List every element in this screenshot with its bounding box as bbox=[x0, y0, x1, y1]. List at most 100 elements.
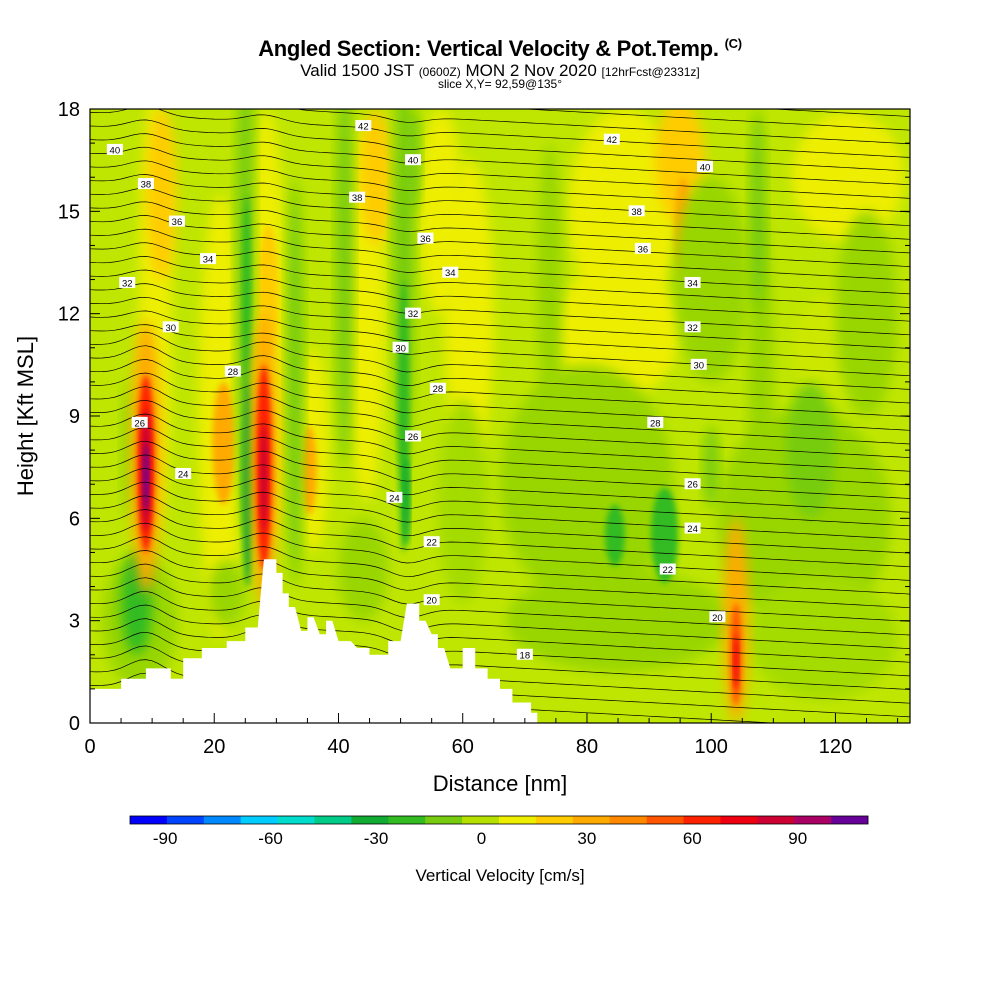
theta-contour-line bbox=[90, 536, 910, 595]
theta-label: 36 bbox=[634, 242, 651, 255]
theta-label-text: 34 bbox=[445, 268, 456, 279]
y-tick-label: 6 bbox=[69, 508, 80, 530]
theta-label-bg bbox=[162, 321, 179, 333]
theta-label-text: 32 bbox=[122, 278, 133, 289]
y-tick-label: 18 bbox=[58, 99, 80, 121]
theta-label-bg bbox=[131, 416, 148, 428]
theta-contour-line bbox=[90, 296, 910, 349]
colorbar-swatch bbox=[831, 816, 869, 824]
colorbar-swatch bbox=[314, 816, 352, 824]
theta-label-text: 28 bbox=[433, 384, 444, 395]
theta-label-text: 22 bbox=[426, 538, 437, 549]
theta-label-text: 30 bbox=[693, 360, 704, 371]
theta-label: 36 bbox=[417, 232, 434, 245]
theta-label-bg bbox=[709, 611, 726, 623]
subtitle-valid: Valid 1500 JST bbox=[300, 61, 414, 80]
velocity-region bbox=[121, 381, 134, 519]
theta-contour-line bbox=[90, 345, 910, 404]
y-tick-label: 9 bbox=[69, 406, 80, 428]
theta-label-text: 22 bbox=[662, 565, 673, 576]
theta-label-bg bbox=[405, 307, 422, 319]
theta-label-text: 40 bbox=[408, 156, 419, 167]
velocity-region bbox=[338, 518, 389, 621]
theta-contour-line bbox=[90, 52, 910, 103]
y-tick-label: 15 bbox=[58, 201, 80, 223]
terrain-mask bbox=[90, 559, 538, 723]
theta-label: 38 bbox=[137, 178, 154, 191]
velocity-region bbox=[555, 262, 681, 399]
theta-contour-line bbox=[90, 283, 910, 336]
theta-label: 20 bbox=[423, 594, 440, 607]
theta-label: 34 bbox=[200, 253, 217, 266]
theta-label-text: 28 bbox=[228, 367, 239, 378]
theta-label-text: 18 bbox=[520, 650, 531, 661]
theta-label: 20 bbox=[709, 611, 726, 624]
theta-label-text: 42 bbox=[607, 135, 618, 146]
theta-label: 26 bbox=[131, 416, 148, 429]
theta-label: 42 bbox=[603, 133, 620, 146]
colorbar-swatch bbox=[757, 816, 795, 824]
theta-contour-line bbox=[90, 242, 910, 295]
theta-label-bg bbox=[429, 382, 446, 394]
colorbar-swatch bbox=[794, 816, 832, 824]
x-tick-label: 100 bbox=[695, 736, 728, 758]
theta-label-bg bbox=[106, 143, 123, 155]
theta-contour-line bbox=[90, 119, 910, 172]
theta-label-bg bbox=[405, 430, 422, 442]
theta-label-text: 20 bbox=[426, 596, 437, 607]
theta-contour-line bbox=[90, 109, 910, 158]
theta-label-text: 24 bbox=[178, 469, 189, 480]
theta-label: 24 bbox=[684, 522, 701, 535]
theta-label: 30 bbox=[690, 358, 707, 371]
colorbar-tick-label: 60 bbox=[683, 829, 702, 848]
theta-contour-line bbox=[90, 160, 910, 213]
theta-label-text: 34 bbox=[203, 255, 214, 266]
theta-label: 32 bbox=[684, 321, 701, 334]
theta-contour-line bbox=[90, 590, 910, 649]
theta-contour-line bbox=[90, 0, 910, 48]
theta-label-text: 28 bbox=[650, 418, 661, 429]
x-tick-label: 40 bbox=[327, 736, 349, 758]
theta-label-bg bbox=[684, 522, 701, 534]
colorbar-swatch bbox=[572, 816, 610, 824]
slice-label: slice X,Y= 92,59@135° bbox=[437, 77, 563, 91]
theta-label: 24 bbox=[175, 467, 192, 480]
theta-label: 42 bbox=[355, 120, 372, 133]
theta-label-text: 24 bbox=[389, 493, 400, 504]
theta-label-bg bbox=[684, 478, 701, 490]
theta-contour-line bbox=[90, 0, 910, 35]
theta-contour-line bbox=[90, 454, 910, 513]
theta-label-bg bbox=[355, 120, 372, 132]
theta-contour-line bbox=[90, 24, 910, 75]
theta-label-text: 42 bbox=[358, 122, 369, 133]
velocity-region bbox=[568, 109, 681, 314]
y-tick-label: 3 bbox=[69, 611, 80, 633]
velocity-region bbox=[733, 634, 739, 689]
theta-label-text: 36 bbox=[172, 217, 183, 228]
x-tick-label: 80 bbox=[576, 736, 598, 758]
theta-label: 26 bbox=[405, 430, 422, 443]
theta-label-text: 24 bbox=[687, 524, 698, 535]
theta-contour-line bbox=[90, 522, 910, 581]
theta-contour-line bbox=[90, 604, 910, 663]
theta-label-text: 26 bbox=[134, 418, 145, 429]
theta-label-bg bbox=[168, 215, 185, 227]
theta-label: 28 bbox=[429, 382, 446, 395]
theta-label: 32 bbox=[405, 307, 422, 320]
colorbar-frame bbox=[129, 815, 869, 825]
theta-label-text: 26 bbox=[687, 480, 698, 491]
colorbar-tick-label: 90 bbox=[788, 829, 807, 848]
theta-label-bg bbox=[442, 266, 459, 278]
colorbar-swatch bbox=[388, 816, 426, 824]
subtitle-date: MON 2 Nov 2020 bbox=[465, 61, 597, 80]
theta-label-text: 38 bbox=[631, 207, 642, 218]
theta-label: 28 bbox=[647, 416, 664, 429]
theta-contour-line bbox=[90, 386, 910, 445]
theta-label-bg bbox=[224, 365, 241, 377]
velocity-region bbox=[146, 109, 177, 280]
subtitle-forecast: [12hrFcst@2331z] bbox=[601, 65, 700, 79]
theta-label-text: 38 bbox=[352, 193, 363, 204]
theta-contour-line bbox=[90, 310, 910, 363]
theta-contour-line bbox=[90, 618, 910, 677]
